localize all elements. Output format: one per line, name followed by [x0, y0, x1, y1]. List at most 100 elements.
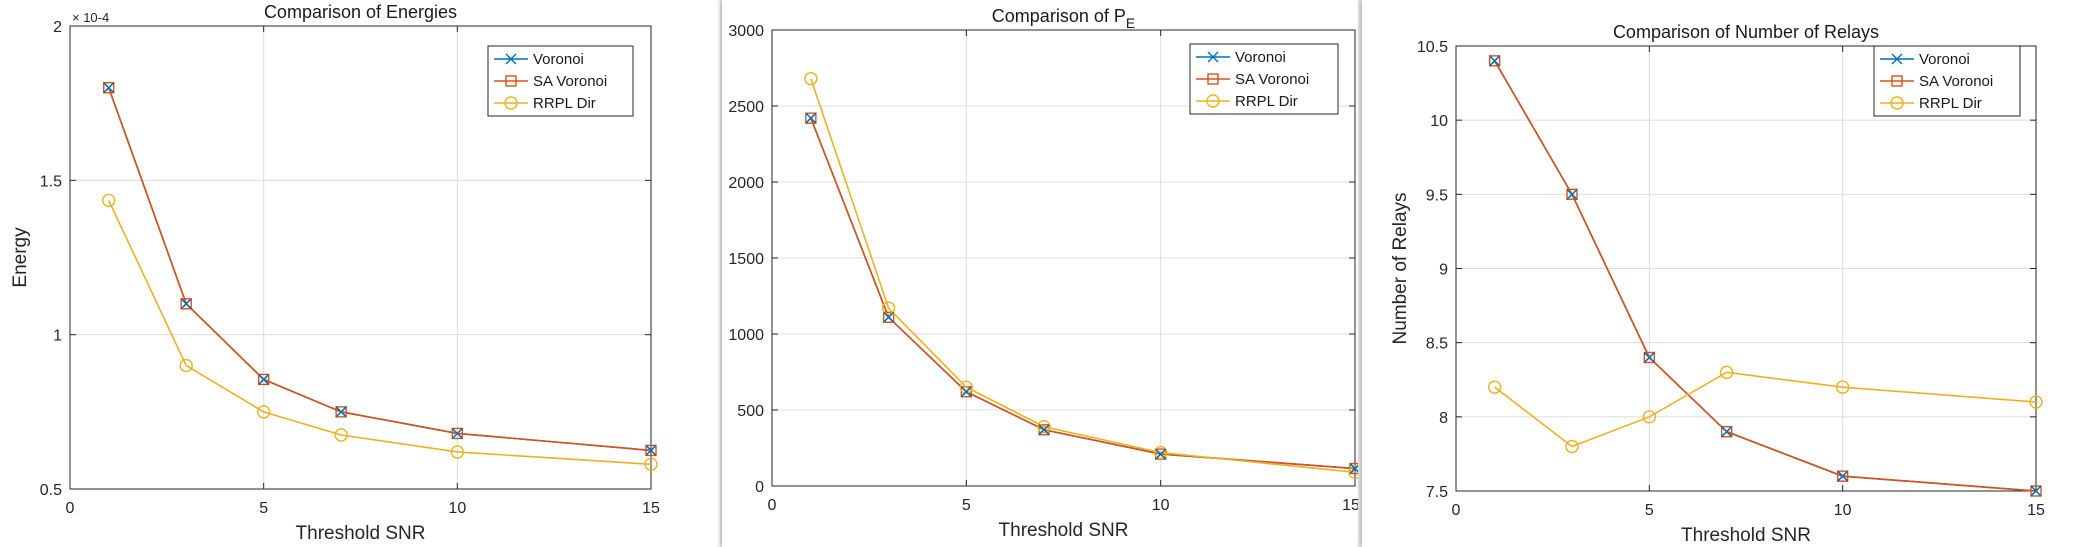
legend-entry-label: SA Voronoi [533, 73, 607, 90]
legend-entry-label: SA Voronoi [1919, 73, 1993, 90]
data-point [882, 311, 895, 323]
energy-chart: 0 5 10 15 0.5 1 1.5 2 × 10-4 Comparison of Energi… [10, 2, 660, 544]
series-line [107, 87, 652, 452]
legend-marker [505, 53, 517, 65]
data-point [1721, 426, 1733, 438]
data-point [1643, 352, 1655, 363]
data-point [1489, 55, 1501, 67]
y-tick-label: 10.5 [1417, 39, 1448, 56]
x-tick-label: 5 [259, 500, 268, 517]
y-tick-label: 500 [737, 403, 764, 420]
y-tick-label: 8 [1439, 410, 1448, 427]
pe-chart-panel: 0 5 10 15 0 500 1000 1500 2000 2500 3000 Comparison… [722, 0, 1358, 547]
legend: Voronoi SA Voronoi RRPL Dir [487, 45, 634, 117]
data-point [450, 445, 465, 459]
data-point [1642, 410, 1657, 424]
legend-marker [1207, 73, 1219, 85]
x-tick-label: 15 [642, 500, 660, 517]
series-sa-voronoi [103, 82, 657, 457]
legend-marker [505, 75, 517, 87]
y-tick-label: 3000 [728, 23, 764, 40]
legend-entry-label: Voronoi [1919, 51, 1970, 68]
data-point [1487, 380, 1502, 394]
y-tick-label: 7.5 [1426, 484, 1448, 501]
data-point [645, 444, 657, 457]
data-point [805, 112, 817, 124]
data-point [1037, 420, 1051, 434]
data-point [2030, 485, 2042, 497]
legend-entry-label: RRPL Dir [1919, 95, 1982, 112]
y-tick-label: 9 [1439, 262, 1448, 279]
y-tick-label: 2000 [728, 175, 764, 192]
y-axis-label: Energy [10, 227, 31, 288]
data-point [1643, 351, 1656, 364]
legend-marker [1206, 94, 1220, 108]
data-point [2030, 485, 2042, 497]
data-point [179, 358, 193, 373]
data-point [804, 71, 818, 86]
relays-chart-panel: 0 5 10 15 7.5 8 8.5 9 9.5 10 10.5 Comparison of Num… [1362, 0, 2094, 547]
y-tick-label: 2 [53, 19, 62, 36]
data-point [451, 427, 463, 439]
y-axis-label: Number of Relays [1390, 192, 1411, 344]
x-axis-label: Threshold SNR [999, 520, 1129, 541]
series-rrpl-dir [102, 193, 658, 472]
data-point [1566, 188, 1578, 200]
y-tick-label: 1 [53, 328, 62, 345]
series-line [1494, 371, 2037, 448]
legend-entry-label: Voronoi [1235, 49, 1286, 66]
data-point [1836, 470, 1849, 482]
y-tick-label: 2500 [728, 99, 764, 116]
data-point [1349, 463, 1358, 475]
legend-marker [1891, 53, 1903, 65]
legend: Voronoi SA Voronoi RRPL Dir [1873, 45, 2021, 117]
chart-title: Comparison of Number of Relays [1613, 22, 1879, 42]
data-point [883, 311, 895, 323]
data-point [1837, 470, 1849, 482]
data-point [1153, 445, 1168, 460]
axes-box [69, 25, 652, 490]
data-point [1565, 439, 1579, 454]
data-point [645, 444, 657, 456]
y-tick-label: 0 [755, 479, 764, 496]
y-tick-label: 0.5 [40, 482, 62, 499]
data-point [335, 406, 347, 418]
series-rrpl-dir [804, 71, 1358, 480]
series-line [108, 200, 652, 466]
data-point [103, 82, 115, 94]
x-axis-label: Threshold SNR [296, 523, 426, 544]
legend-marker [1890, 96, 1904, 110]
chart-title: Comparison of Energies [264, 2, 457, 22]
data-point [257, 373, 270, 386]
data-point [258, 373, 270, 385]
y-exponent-label: × 10-4 [72, 10, 109, 25]
series-line [810, 78, 1356, 474]
x-tick-label: 10 [448, 500, 466, 517]
chart-title-subscript: E [1126, 15, 1135, 31]
y-tick-label: 10 [1430, 113, 1448, 130]
legend: Voronoi SA Voronoi RRPL Dir [1189, 43, 1339, 115]
data-point [334, 428, 348, 442]
data-point [451, 427, 464, 440]
data-point [644, 457, 658, 472]
data-point [1835, 380, 1850, 394]
legend-entry-label: RRPL Dir [1235, 93, 1298, 110]
data-point [1720, 425, 1733, 438]
data-point [1488, 55, 1501, 67]
x-tick-label: 0 [66, 500, 75, 517]
data-point [180, 298, 192, 310]
data-point [256, 405, 271, 419]
data-point [881, 301, 896, 315]
data-point [805, 112, 817, 124]
y-tick-label: 8.5 [1426, 336, 1448, 353]
data-point [2029, 395, 2043, 409]
legend-entry-label: RRPL Dir [533, 95, 596, 112]
relays-chart: 0 5 10 15 7.5 8 8.5 9 9.5 10 10.5 Comparison of Num… [1390, 22, 2045, 546]
data-point [335, 406, 347, 418]
voronoi-marker-overlay [1489, 55, 2042, 497]
x-tick-label: 10 [1152, 497, 1170, 514]
data-point [1155, 448, 1167, 460]
legend-marker [1207, 51, 1219, 63]
pe-chart: 0 5 10 15 0 500 1000 1500 2000 2500 3000 Comparison… [728, 6, 1358, 541]
